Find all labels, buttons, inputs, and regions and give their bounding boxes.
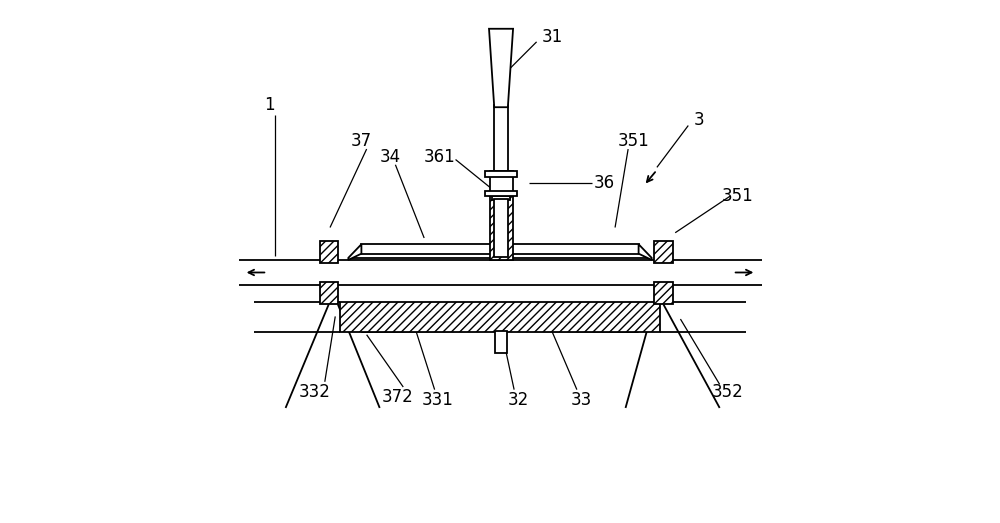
Polygon shape <box>639 244 652 260</box>
Text: 33: 33 <box>570 391 592 409</box>
Bar <box>485 190 517 196</box>
Text: 37: 37 <box>351 132 372 150</box>
Bar <box>495 331 507 353</box>
Text: 352: 352 <box>712 383 743 401</box>
Text: 361: 361 <box>424 148 456 166</box>
Text: 351: 351 <box>722 187 754 205</box>
Text: 372: 372 <box>382 389 414 406</box>
Bar <box>320 282 338 304</box>
Text: 32: 32 <box>508 391 529 409</box>
Bar <box>361 244 639 254</box>
Text: 332: 332 <box>298 383 330 401</box>
Text: 34: 34 <box>380 148 401 166</box>
Bar <box>340 302 660 332</box>
Text: 3: 3 <box>693 111 704 129</box>
Text: 31: 31 <box>542 28 563 46</box>
Polygon shape <box>348 244 361 260</box>
Bar <box>490 171 513 196</box>
Text: 1: 1 <box>265 96 275 113</box>
Polygon shape <box>489 29 513 107</box>
Bar <box>492 195 510 200</box>
Bar <box>494 199 508 257</box>
Bar <box>654 241 673 263</box>
Bar <box>654 282 673 304</box>
Bar <box>485 171 517 177</box>
Text: 351: 351 <box>617 132 649 150</box>
Bar <box>490 196 513 260</box>
Text: 331: 331 <box>421 391 453 409</box>
Bar <box>494 105 508 243</box>
Text: 36: 36 <box>594 174 615 192</box>
Bar <box>320 241 338 263</box>
